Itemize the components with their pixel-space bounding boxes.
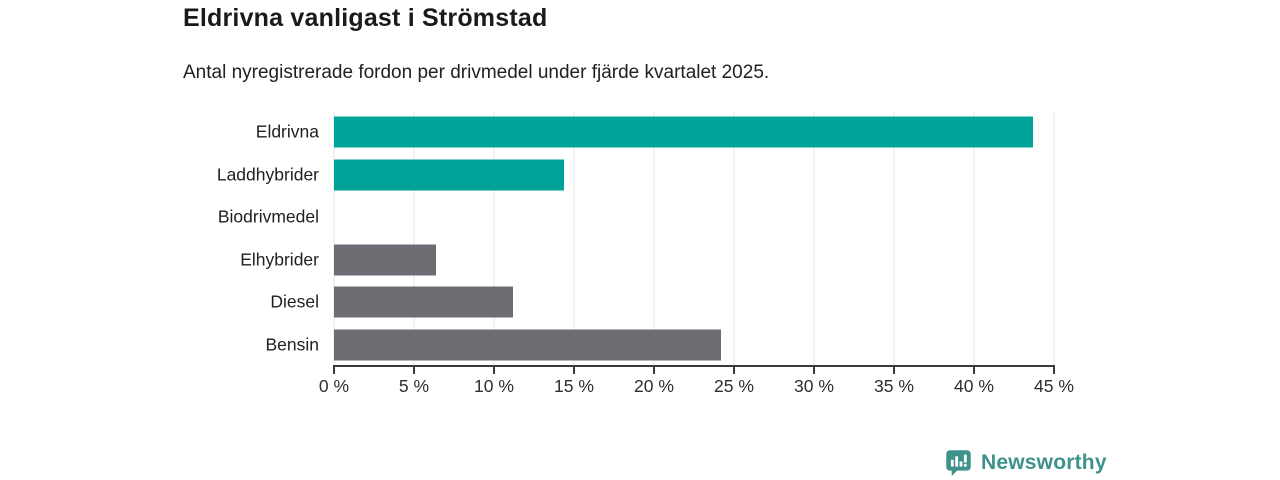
x-tick-label: 0 % [318,376,350,396]
x-axis-ticks [333,365,1055,374]
gridline [1053,111,1055,366]
chart-subtitle: Antal nyregistrerade fordon per drivmede… [183,62,770,83]
x-tick-label: 35 % [874,376,914,396]
gridline [653,111,655,366]
x-tick-mark [412,365,415,374]
x-tick-label: 40 % [954,376,994,396]
x-tick-mark [333,365,335,374]
x-tick-mark [1053,365,1055,374]
category-label: Eldrivna [255,121,319,142]
x-axis-line [334,365,1055,367]
x-tick-label: 15 % [554,376,594,396]
bar-eldrivna [334,116,1034,148]
bar-diesel [334,286,514,318]
chart-title: Eldrivna vanligast i Strömstad [183,4,548,32]
brand-label: Newsworthy [981,450,1107,474]
x-tick-label: 20 % [634,376,674,396]
x-tick-mark [893,365,895,374]
category-label: Bensin [265,334,319,355]
bar-row: Elhybrider [240,239,1054,282]
gridline [573,111,575,366]
category-label: Laddhybrider [216,164,319,185]
category-label: Elhybrider [240,249,319,270]
x-tick-mark [733,365,735,374]
gridline [973,111,975,366]
x-tick-label: 30 % [794,376,834,396]
category-label: Diesel [270,291,319,312]
x-tick-label: 45 % [1034,376,1074,396]
gridline [493,111,495,366]
bar-laddhybrider [334,159,565,191]
x-tick-mark [972,365,975,374]
bar-bensin [334,329,722,361]
bar-row: Bensin [265,324,1054,367]
bar-row: Biodrivmedel [218,196,1054,239]
x-tick-label: 25 % [714,376,754,396]
bar-row: Laddhybrider [217,154,1054,197]
x-tick-mark [813,365,815,374]
x-tick-mark [652,365,655,374]
bar-rows: Eldrivna Laddhybrider Biodrivmedel Elhybrid… [217,111,1054,367]
brand-lockup: Newsworthy [944,448,1107,477]
bar-row: Diesel [270,281,1054,324]
gridline [413,111,415,366]
newsworthy-logo-icon [946,450,971,477]
x-tick-mark [573,365,575,374]
bar-row: Eldrivna [256,111,1054,154]
bar-elhybrider [334,244,437,276]
x-tick-mark [492,365,495,374]
gridline [333,111,335,366]
x-tick-label: 10 % [474,376,514,396]
plot-area: Eldrivna Laddhybrider Biodrivmedel Elhybrid… [217,111,1055,367]
gridline [813,111,815,366]
x-axis-labels: 0 % 5 % 10 % 15 % 20 % 25 % 30 % 35 % 40 % 45 % [319,376,1074,398]
gridline [733,111,735,366]
gridline [893,111,895,366]
category-label: Biodrivmedel [217,206,319,227]
x-tick-label: 5 % [398,376,430,396]
gridlines [333,111,1055,366]
